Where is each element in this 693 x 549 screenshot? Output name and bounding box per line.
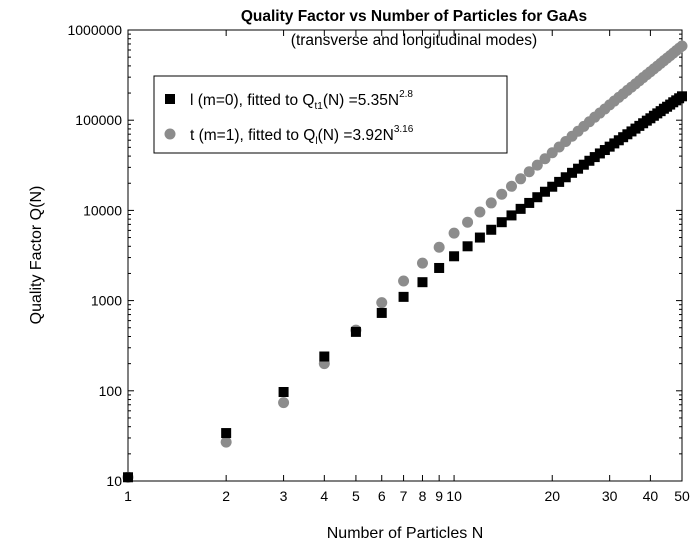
data-point-circle [539,153,551,165]
legend-entry-l-sub: t1 [314,101,323,112]
y-tick-label: 10000 [83,202,122,218]
data-point-square [515,203,526,214]
data-point-circle [676,40,688,52]
x-tick-label: 50 [674,488,690,504]
data-point-circle [505,180,517,192]
data-point-circle [531,159,543,171]
legend-entry-l-sup: 2.8 [399,89,413,100]
data-point-circle [416,257,428,269]
legend-marker-square [165,94,175,104]
series-layer [122,40,688,483]
data-point-circle [220,436,232,448]
y-axis-label: Quality Factor Q(N) [28,186,45,325]
data-point-square [584,155,595,166]
x-tick-label: 7 [400,488,408,504]
data-point-circle [462,216,474,228]
data-point-square [350,326,361,337]
data-point-square [449,251,460,262]
data-point-circle [496,188,508,200]
data-point-square [462,241,473,252]
data-point-square [547,181,558,192]
data-point-square [524,197,535,208]
y-tick-label: 100000 [75,112,122,128]
y-axis: 10 100 1000 10000 100000 1000000 [67,22,682,489]
data-point-square [496,217,507,228]
data-point-circle [376,297,388,309]
data-point-square [677,91,687,102]
data-point-square [560,172,571,183]
legend-box [153,75,508,154]
chart-subtitle: (transverse and longitudinal modes) [291,32,537,49]
data-point-square [319,351,330,362]
chart-title: Quality Factor vs Number of Particles fo… [241,8,587,25]
data-point-square [554,176,565,187]
y-tick-label: 10 [106,473,122,489]
legend-entry-t: t (m=1), fitted to Ql(N) =3.92N3.16 [190,124,414,147]
data-point-circle [485,197,497,209]
x-tick-label: 10 [446,488,462,504]
data-point-circle [398,275,410,287]
data-point-circle [278,397,290,409]
data-point-square [567,167,578,178]
series-0 [123,91,687,483]
data-point-square [578,159,589,170]
data-point-square [376,307,387,318]
data-point-square [486,224,497,235]
data-point-circle [515,173,527,185]
plot-area-frame [127,29,683,482]
legend-marker-circle [164,128,176,140]
data-point-square [398,291,409,302]
x-tick-label: 8 [419,488,427,504]
legend: l (m=0), fitted to Qt1(N) =5.35N2.8 t (m… [153,75,508,154]
data-point-square [417,277,428,288]
x-axis: 1 2 3 4 5 6 7 8 9 10 20 30 40 50 [124,30,690,504]
y-tick-label: 100 [99,383,123,399]
data-point-circle [448,227,460,239]
legend-entry-l: l (m=0), fitted to Qt1(N) =5.35N2.8 [190,89,413,112]
data-point-square [506,210,517,221]
legend-entry-l-main: l (m=0), fitted to Q [190,92,314,109]
data-point-circle [433,241,445,253]
data-point-circle [474,206,486,218]
data-point-square [221,428,232,439]
legend-entry-t-sup: 3.16 [394,124,414,135]
data-point-square [123,472,133,483]
x-tick-label: 3 [280,488,288,504]
legend-entry-t-sub: l [315,136,317,147]
x-tick-label: 6 [378,488,386,504]
data-point-square [573,163,584,174]
data-point-square [474,232,485,243]
x-tick-label: 2 [222,488,230,504]
x-axis-label: Number of Particles N [327,525,484,542]
x-tick-label: 30 [602,488,618,504]
x-tick-label: 40 [643,488,659,504]
legend-entry-t-mid: (N) =3.92N [318,127,394,144]
data-point-circle [523,166,535,178]
x-tick-label: 4 [320,488,328,504]
data-point-square [539,186,550,197]
y-tick-label: 1000000 [67,22,122,38]
y-tick-label: 1000 [91,293,122,309]
x-tick-label: 1 [124,488,132,504]
data-point-square [278,386,289,397]
x-tick-label: 5 [352,488,360,504]
legend-entry-l-mid: (N) =5.35N [323,92,399,109]
legend-entry-t-main: t (m=1), fitted to Q [190,127,315,144]
x-tick-label: 9 [435,488,443,504]
x-tick-label: 20 [544,488,560,504]
data-point-square [434,262,445,273]
data-point-square [532,192,543,203]
data-point-square [589,152,600,163]
